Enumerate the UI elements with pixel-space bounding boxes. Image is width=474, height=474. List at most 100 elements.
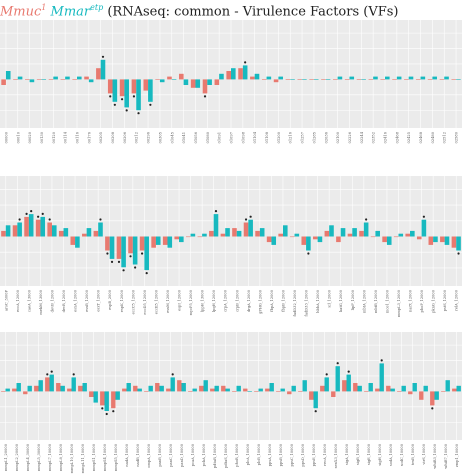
bar-mmuc xyxy=(1,391,6,392)
x-tick-label: plcB_10000 xyxy=(257,443,261,465)
significance-mark xyxy=(431,407,434,410)
bar-mmuc xyxy=(72,79,77,80)
bar-mmuc xyxy=(82,233,87,237)
bar-mmar xyxy=(170,377,175,392)
bar-mmuc xyxy=(89,391,94,397)
bar-mmuc xyxy=(440,236,445,243)
bar-mmar xyxy=(190,233,196,237)
significance-mark xyxy=(110,260,114,263)
bar-mmuc xyxy=(162,236,168,245)
bar-mmuc xyxy=(214,79,220,85)
bar-mmuc xyxy=(298,391,303,392)
bar-mmuc xyxy=(428,236,434,245)
bar-mmar xyxy=(445,380,450,392)
significance-mark xyxy=(137,112,140,115)
bar-mmuc xyxy=(111,391,116,409)
bar-mmuc xyxy=(278,233,283,237)
x-tick-label: 01200 xyxy=(277,131,281,143)
bar-mmuc xyxy=(220,233,226,237)
bar-mmar xyxy=(183,79,189,85)
bar-mmar xyxy=(88,79,94,83)
bar-mmuc xyxy=(45,377,50,392)
x-tick-label: ppsA_10000 xyxy=(268,443,272,466)
bar-mmuc xyxy=(382,236,387,243)
x-tick-label: aroC_3/00F xyxy=(4,289,8,311)
x-tick-label: mmpL8_10000 xyxy=(59,443,63,471)
bar-mmuc xyxy=(78,385,83,392)
bar-mmar xyxy=(77,76,82,80)
bar-mmar xyxy=(352,228,357,237)
bar-mmuc xyxy=(342,380,347,392)
x-tick-label: 02100 xyxy=(336,131,340,143)
x-tick-label: 02226 xyxy=(348,131,352,143)
bar-mmuc xyxy=(12,388,17,392)
legend-group1-label: Mmuc xyxy=(0,4,42,20)
bar-mmuc xyxy=(238,68,243,80)
x-tick-label: ppsD_10000 xyxy=(301,443,305,466)
bar-mmuc xyxy=(309,391,314,400)
bar-mmar xyxy=(361,79,366,80)
bar-mmar xyxy=(121,236,126,268)
bar-mmar xyxy=(294,233,300,237)
x-tick-label: mmpL10_10000 xyxy=(70,443,74,473)
bar-mmar xyxy=(280,388,285,392)
significance-mark xyxy=(48,218,51,221)
x-tick-label: eccA_12000 xyxy=(16,289,20,312)
x-tick-label: mmpL4_30000 xyxy=(26,443,30,471)
significance-mark xyxy=(325,373,328,376)
significance-mark xyxy=(72,373,75,376)
bar-mmar xyxy=(155,236,161,245)
bar-mmar xyxy=(27,385,32,392)
bar-mmar xyxy=(82,383,87,392)
bar-mmuc xyxy=(133,385,138,392)
x-tick-label: 02036 xyxy=(324,131,328,143)
x-tick-label: nadB_10000 xyxy=(136,443,140,466)
significance-mark xyxy=(125,109,128,112)
bar-mmar xyxy=(71,377,76,392)
x-tick-label: 00296 xyxy=(147,131,151,143)
x-tick-label: whiB3_10000 xyxy=(433,443,437,468)
bar-mmar xyxy=(410,230,415,237)
bar-mmar xyxy=(225,388,230,392)
x-tick-label: 02352 xyxy=(372,132,376,143)
bar-mmuc xyxy=(392,79,397,80)
bar-mmar xyxy=(225,228,230,237)
significance-mark xyxy=(149,103,152,106)
bar-mmuc xyxy=(370,236,376,238)
significance-mark xyxy=(37,215,40,218)
significance-mark xyxy=(134,266,137,269)
x-tick-label: zmp1_10000 xyxy=(455,443,459,467)
x-tick-label: fadD32_12000 xyxy=(293,289,297,316)
bar-mmar xyxy=(368,383,373,392)
bar-mmuc xyxy=(254,391,259,392)
bar-mmar xyxy=(17,222,22,237)
bar-mmar xyxy=(5,225,11,237)
x-tick-label: 01104 xyxy=(253,131,257,143)
x-tick-label: esxT_12000 xyxy=(97,289,101,311)
bar-mmuc xyxy=(289,236,295,238)
bar-mmuc xyxy=(60,79,66,80)
bar-mmuc xyxy=(320,385,325,392)
bar-mmar xyxy=(17,76,23,80)
x-tick-label: virS_10000 xyxy=(422,443,426,465)
x-tick-label: mbtB_12000 xyxy=(374,289,378,313)
bar-mmar xyxy=(357,385,362,392)
bar-mmuc xyxy=(35,219,41,237)
bar-mmuc xyxy=(23,391,28,395)
bar-mmar xyxy=(148,385,153,392)
bar-mmuc xyxy=(243,388,248,392)
x-tick-label: trxB_10000 xyxy=(411,443,415,465)
bar-mmar xyxy=(202,233,207,237)
bar-mmar xyxy=(337,76,343,80)
bar-mmuc xyxy=(276,391,281,392)
significance-mark xyxy=(46,373,49,376)
bar-mmuc xyxy=(364,391,369,392)
bar-mmuc xyxy=(119,79,125,97)
bar-mmuc xyxy=(266,236,272,243)
x-tick-label: pdtaS_10000 xyxy=(224,443,228,468)
bar-mmuc xyxy=(250,76,255,80)
bar-mmar xyxy=(29,79,35,83)
significance-mark xyxy=(380,359,383,362)
bar-mmar xyxy=(203,380,208,392)
x-tick-label: gPHG_12000 xyxy=(258,289,262,314)
